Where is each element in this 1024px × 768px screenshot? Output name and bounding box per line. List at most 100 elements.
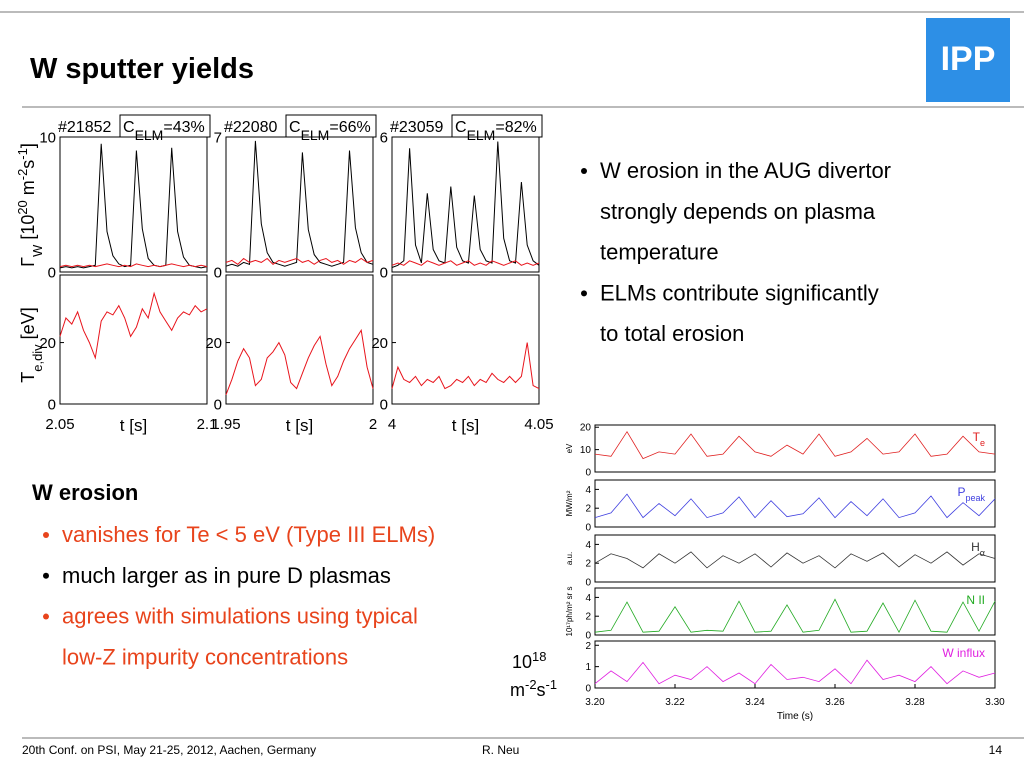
y-tick-label: 10 xyxy=(39,129,56,146)
celm-box xyxy=(285,114,377,138)
x-tick-label: 2 xyxy=(369,416,377,433)
trace xyxy=(594,659,996,685)
plot-frame xyxy=(391,274,540,405)
y-tick-label: 0 xyxy=(380,396,388,413)
y-tick-label: 4 xyxy=(585,593,591,604)
label-part: α xyxy=(980,548,985,558)
y-tick-label: 1 xyxy=(585,662,591,673)
plot-frame xyxy=(391,136,540,273)
label-part: C xyxy=(123,119,135,136)
y-tick-label: 0 xyxy=(214,396,222,413)
panel-label: Ppeak xyxy=(957,485,985,503)
bullet-text: temperature xyxy=(600,240,719,265)
y-tick-label: 2 xyxy=(585,559,591,570)
x-tick-label: 3.20 xyxy=(585,697,605,708)
label-part: e,div xyxy=(30,344,45,372)
label-part: H xyxy=(971,540,980,554)
plot-frame xyxy=(594,640,996,689)
shot-number: #21852 xyxy=(58,119,111,136)
label-part: =43% xyxy=(163,119,204,136)
label-part: =66% xyxy=(329,119,370,136)
celm-box xyxy=(119,114,211,138)
y-tick-label: 0 xyxy=(585,523,591,534)
label-part: m xyxy=(18,180,38,200)
trace xyxy=(59,143,208,269)
shot-number: #23059 xyxy=(390,119,443,136)
celm-label: CELM=82% xyxy=(455,119,537,143)
celm-label: CELM=43% xyxy=(123,119,205,143)
bullet-text: low-Z impurity concentrations xyxy=(62,644,348,669)
y-tick-label: 0 xyxy=(48,264,56,281)
y-tick-label: 6 xyxy=(380,129,388,146)
unit-label: MW/m² xyxy=(565,490,574,516)
trace xyxy=(225,257,374,265)
label-part: T xyxy=(973,430,981,444)
bullet-dot xyxy=(43,572,49,579)
y-tick-label: 10 xyxy=(580,445,592,456)
y-tick-label: 0 xyxy=(585,684,591,695)
x-axis-label: t [s] xyxy=(286,416,313,435)
label-part: W influx xyxy=(942,646,985,660)
y-tick-label: 0 xyxy=(214,264,222,281)
trace xyxy=(225,328,374,395)
y-tick-label: 7 xyxy=(214,129,222,146)
y-tick-label: 0 xyxy=(585,631,591,642)
x-tick-label: 4 xyxy=(388,416,396,433)
y-tick-label: 2 xyxy=(585,612,591,623)
trace xyxy=(594,493,996,519)
label-part: m xyxy=(510,680,525,700)
y-tick-label: 20 xyxy=(39,335,56,352)
trace xyxy=(59,263,208,268)
bullet-text: vanishes for Te < 5 eV (Type III ELMs) xyxy=(62,522,435,547)
x-tick-label: 2.1 xyxy=(197,416,218,433)
celm-box xyxy=(451,114,543,138)
label-part: 10 xyxy=(512,652,532,672)
label-part: 18 xyxy=(532,649,546,664)
y-tick-label: 2 xyxy=(585,641,591,652)
panel-label: W influx xyxy=(942,646,985,660)
label-part: Γ xyxy=(18,257,38,267)
trace xyxy=(225,140,374,267)
y-tick-label: 20 xyxy=(371,335,388,352)
x-tick-label: 3.26 xyxy=(825,697,845,708)
x-tick-label: 3.24 xyxy=(745,697,765,708)
x-tick-label: 2.05 xyxy=(45,416,74,433)
bullet-text: W erosion in the AUG divertor xyxy=(600,158,891,183)
bullet-text: to total erosion xyxy=(600,321,744,346)
label-part: [10 xyxy=(18,215,38,245)
bullet-dot xyxy=(581,290,587,297)
trace xyxy=(59,291,208,360)
unit-label: a.u. xyxy=(565,552,574,565)
label-part: C xyxy=(455,119,467,136)
footer-page: 14 xyxy=(989,743,1003,757)
label-part: -1 xyxy=(15,148,30,160)
label-part: 20 xyxy=(15,200,30,214)
y-tick-label: 0 xyxy=(48,396,56,413)
x-axis-label: t [s] xyxy=(452,416,479,435)
label-part: P xyxy=(957,485,965,499)
label-part: -1 xyxy=(546,677,558,692)
x-axis-label: t [s] xyxy=(120,416,147,435)
x-tick-label: 3.30 xyxy=(985,697,1005,708)
y-tick-label: 2 xyxy=(585,504,591,515)
bullet-dot xyxy=(43,613,49,620)
trace xyxy=(594,598,996,634)
rich-label: ΓW [1020 m-2s-1] xyxy=(15,143,45,267)
label-part: =82% xyxy=(495,119,536,136)
label-part: ] xyxy=(18,143,38,148)
rich-label: 1018 xyxy=(512,649,546,673)
bullet-dot xyxy=(581,167,587,174)
y-tick-label: 0 xyxy=(585,578,591,589)
bullet-dot xyxy=(43,531,49,538)
plot-frame xyxy=(594,587,996,636)
panel-label: N II xyxy=(966,593,985,607)
label-part: s xyxy=(18,160,38,169)
trace xyxy=(391,260,540,266)
label-part: T xyxy=(18,372,38,383)
x-tick-label: 4.05 xyxy=(524,416,553,433)
label-part: C xyxy=(289,119,301,136)
label-part: peak xyxy=(965,493,985,503)
footer-author: R. Neu xyxy=(482,743,519,757)
label-part: ELM xyxy=(135,127,164,143)
unit-label: eV xyxy=(565,443,574,453)
